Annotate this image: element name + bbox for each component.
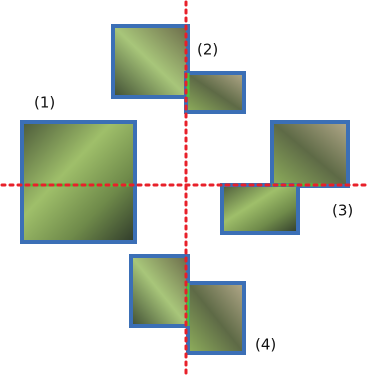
- case-label: (3): [332, 202, 353, 220]
- image-tile: [186, 73, 244, 112]
- diagram: (1) (2) (3) (4): [0, 0, 372, 377]
- image-tile: [22, 122, 135, 242]
- case-label: (1): [34, 94, 55, 112]
- image-tile: [188, 283, 244, 353]
- page: (1) (2) (3) (4) (() => { const data = JS…: [0, 0, 372, 377]
- image-tile: [113, 26, 188, 97]
- image-tile: [222, 185, 298, 233]
- image-tile: [272, 122, 348, 186]
- case-label: (2): [197, 41, 218, 59]
- image-tile: [131, 256, 188, 326]
- case-label: (4): [255, 336, 276, 354]
